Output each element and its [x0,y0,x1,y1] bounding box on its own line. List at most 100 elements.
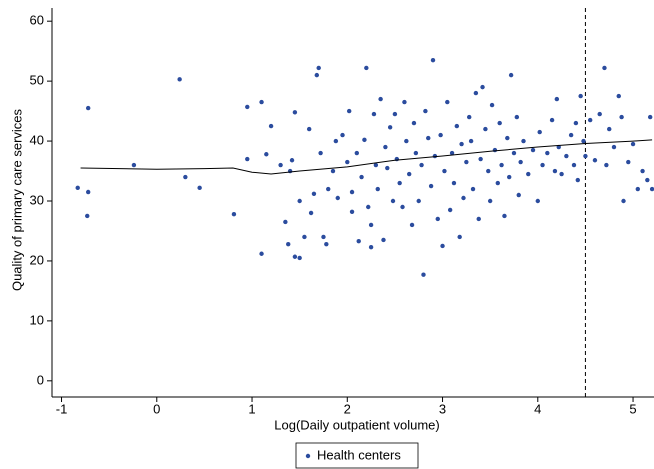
point [404,138,409,144]
point [621,198,626,204]
point [497,120,502,126]
point [573,120,579,126]
point [521,138,526,144]
legend-label: Health centers [317,447,401,462]
y-tick-label: 10 [30,312,44,327]
point [311,191,317,197]
point [264,152,269,157]
x-tick-label: 5 [629,401,636,416]
y-tick-label: 0 [37,372,44,387]
point [473,90,479,96]
point [326,186,331,192]
point [630,141,636,147]
point [507,174,512,180]
point [447,207,453,213]
point [314,72,320,78]
y-tick-label: 50 [30,73,44,88]
point [387,125,393,130]
point [373,162,379,168]
point [499,162,504,168]
point [571,162,577,168]
point [549,117,555,123]
point [333,138,339,144]
point [545,150,550,156]
point [335,195,340,201]
point [392,111,398,117]
point [297,198,302,204]
point [340,132,345,138]
y-tick-label: 20 [30,252,44,267]
point [381,237,386,243]
point [411,120,417,126]
point [459,141,464,147]
point [514,114,520,120]
point [378,96,383,102]
point [592,158,598,163]
fit-line [80,139,653,175]
point [486,168,491,174]
y-tick-label: 30 [30,192,44,207]
x-tick-label: 4 [534,401,541,416]
y-axis-label: Quality of primary care services [9,108,24,291]
point [583,153,588,159]
point [559,171,564,177]
point [602,65,607,71]
y-tick-label: 60 [30,13,44,28]
point [268,123,274,129]
point [426,135,431,141]
point [645,177,650,183]
x-tick-label: 0 [153,401,160,416]
point [568,132,574,138]
point [349,209,355,214]
point [400,204,405,210]
point [402,99,407,105]
point [626,159,631,165]
point [306,126,312,132]
point [578,93,583,99]
point [440,243,445,249]
point [368,222,374,228]
point [604,162,609,168]
point [480,84,485,90]
point [385,165,390,171]
point [508,72,514,78]
point [451,180,457,186]
point [85,105,91,111]
point [457,234,462,240]
point [575,177,580,183]
point [75,185,80,191]
point [324,241,329,247]
point [330,168,336,174]
point [581,138,586,144]
point [316,65,321,71]
point [435,216,440,222]
point [289,158,295,163]
point [505,135,510,141]
point [413,150,419,156]
point [366,204,371,210]
point [292,254,298,259]
point [346,108,352,114]
point [85,213,90,219]
y-tick-label: 40 [30,133,44,148]
point [478,156,483,162]
point [442,168,447,174]
point [356,238,361,244]
point [489,102,495,108]
point [278,162,283,168]
point [302,234,307,240]
point [428,183,434,189]
point [587,117,593,123]
point [245,104,250,110]
point [283,219,288,225]
point [308,210,314,216]
point [321,234,326,240]
point [430,57,436,63]
point [635,186,641,192]
point [245,156,250,162]
point [231,211,237,217]
point [297,255,302,261]
point [397,180,402,186]
point [345,159,350,165]
